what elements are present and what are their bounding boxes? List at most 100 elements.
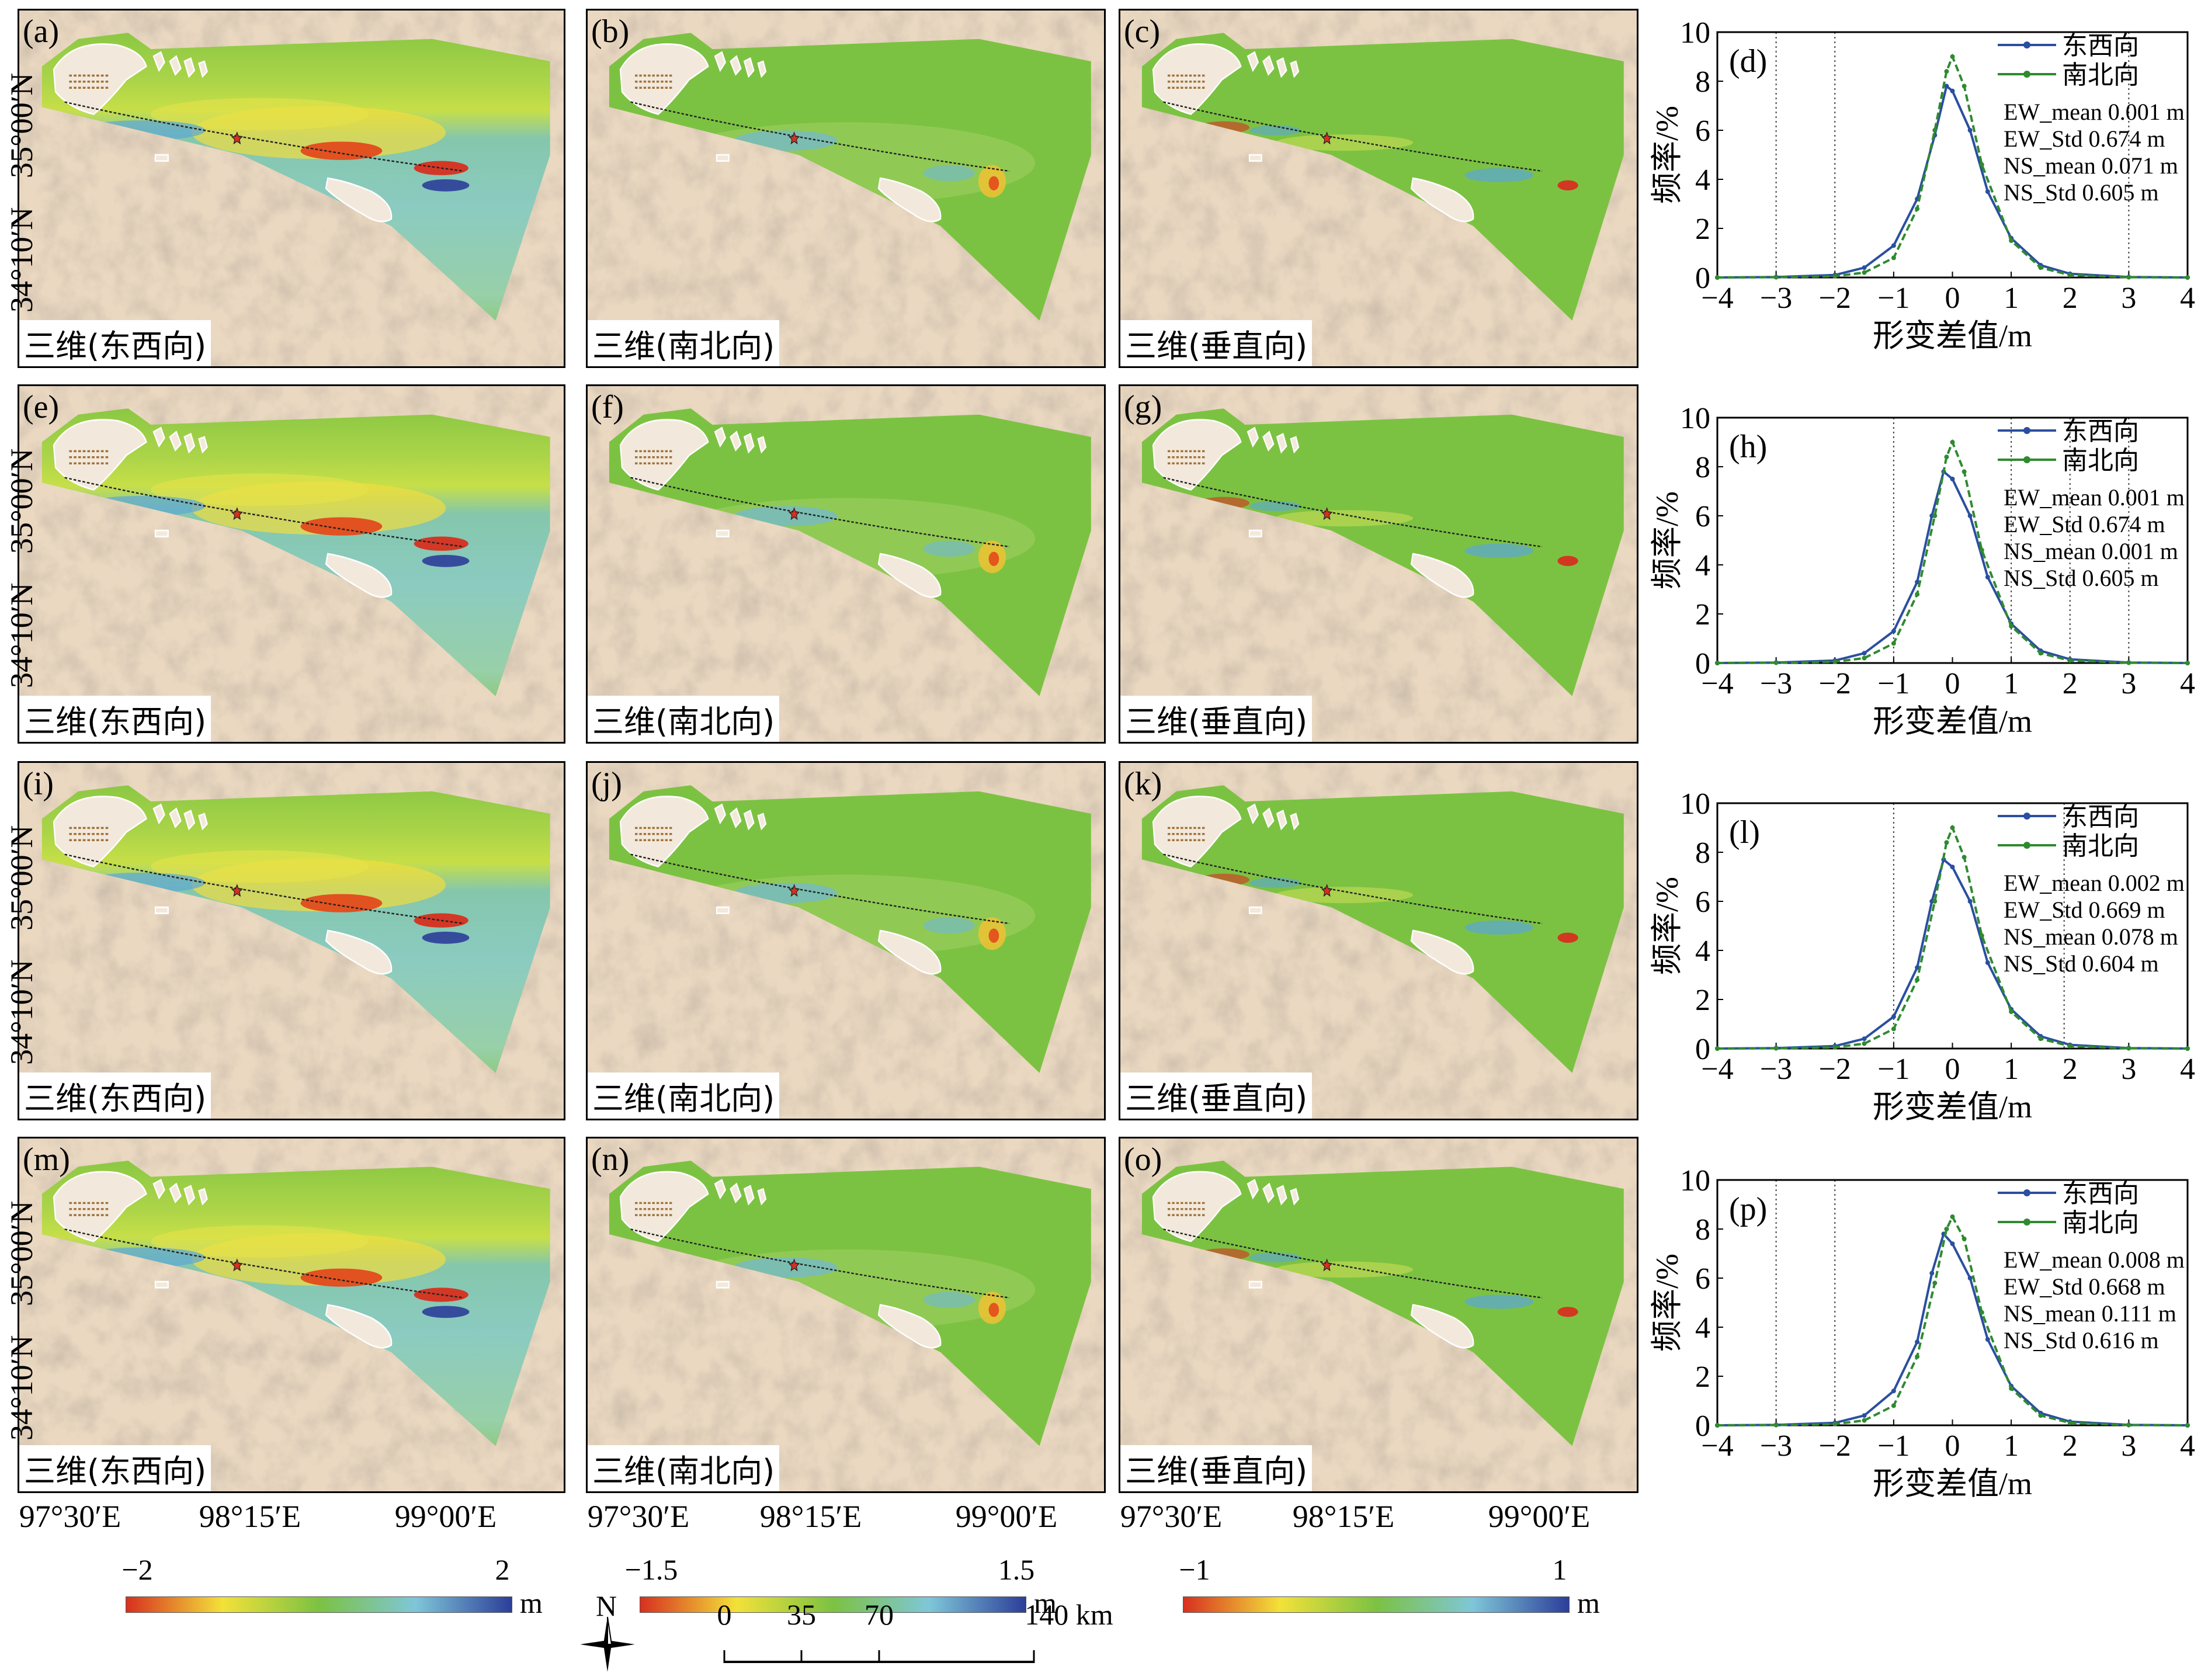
legend-entry: 南北向 — [2062, 61, 2139, 89]
data-point — [1944, 84, 1949, 89]
stat-text: NS_mean 0.001 m — [2004, 538, 2178, 564]
stat-text: EW_Std 0.669 m — [2004, 897, 2165, 923]
x-tick-label: −4 — [1701, 282, 1733, 315]
x-tick-label: 4 — [2180, 667, 2195, 700]
x-tick-label: 3 — [2121, 1053, 2136, 1086]
lon-tick-label: 99°00′E — [394, 1499, 497, 1534]
data-point — [1944, 454, 1949, 460]
x-tick-label: 2 — [2063, 667, 2078, 700]
data-point — [1961, 469, 1967, 474]
data-point — [1862, 1036, 1867, 1042]
x-tick-label: −1 — [1877, 667, 1910, 700]
data-point — [1891, 1014, 1896, 1019]
data-point — [2009, 624, 2014, 629]
data-point — [1715, 661, 1720, 665]
stat-text: NS_mean 0.078 m — [2004, 924, 2178, 950]
data-point — [1961, 855, 1967, 860]
data-point — [1862, 265, 1867, 270]
colorbar-min-label: −2 — [121, 1553, 153, 1586]
panel-title: 三维(东西向) — [19, 1072, 211, 1119]
panel-label: (k) — [1124, 766, 1162, 802]
stat-text: NS_Std 0.605 m — [2004, 565, 2159, 591]
data-point — [1915, 965, 1920, 970]
y-tick-label: 2 — [1695, 984, 1710, 1017]
y-tick-label: 6 — [1695, 886, 1710, 919]
lat-tick-label: 34°10′N — [4, 959, 39, 1065]
colorbar-max-label: 1 — [1552, 1553, 1567, 1586]
colorbar — [1183, 1596, 1570, 1613]
data-point — [1915, 592, 1920, 597]
map-panel: (c) 三维(垂直向) — [1119, 9, 1638, 368]
data-point — [1862, 1418, 1867, 1423]
data-point — [1862, 655, 1867, 661]
map-panel: (g) 三维(垂直向) — [1119, 384, 1638, 744]
histogram-panel: −4 −3 −2 −1 0 1 2 3 4 0 2 4 6 8 10 形变差值/m 频率/% (l) 东西向 南北向 E… — [1647, 771, 2208, 1133]
panel-label: (e) — [23, 389, 60, 425]
x-tick-label: −1 — [1877, 282, 1910, 315]
data-point — [1979, 933, 1984, 938]
data-point — [1715, 275, 1720, 280]
data-point — [2185, 1423, 2190, 1428]
lon-tick-label: 98°15′E — [759, 1499, 862, 1534]
map-panel: (n) 三维(南北向) — [586, 1137, 1106, 1493]
data-point — [2067, 1420, 2072, 1425]
y-tick-label: 2 — [1695, 213, 1710, 246]
panel-title: 三维(南北向) — [588, 320, 780, 366]
map-panel: (k) 三维(垂直向) — [1119, 761, 1638, 1120]
deformation-map — [1120, 11, 1637, 366]
deformation-map — [1120, 386, 1637, 742]
data-point — [1915, 977, 1920, 983]
data-point — [1944, 69, 1949, 74]
series-line — [1717, 469, 2188, 664]
north-arrow-icon — [580, 1616, 635, 1672]
x-tick-label: 4 — [2180, 1429, 2195, 1463]
data-point — [1891, 255, 1896, 261]
y-tick-label: 4 — [1695, 1311, 1710, 1345]
panel-label: (g) — [1124, 389, 1162, 425]
stat-text: EW_mean 0.002 m — [2004, 870, 2185, 896]
panel-label: (o) — [1124, 1141, 1162, 1178]
data-point — [1832, 659, 1838, 664]
panel-label: (d) — [1729, 43, 1767, 79]
deformation-map — [19, 11, 564, 366]
x-axis-label: 形变差值/m — [1873, 704, 2032, 739]
x-tick-label: −3 — [1760, 1053, 1792, 1086]
data-point — [1891, 629, 1896, 634]
deformation-map — [19, 763, 564, 1119]
series-line — [1717, 84, 2188, 279]
deformation-map — [1120, 763, 1637, 1119]
x-tick-label: −4 — [1701, 1429, 1733, 1463]
data-point — [1929, 1271, 1935, 1276]
y-tick-label: 8 — [1695, 451, 1710, 484]
data-point — [1932, 128, 1938, 133]
x-tick-label: −2 — [1819, 667, 1851, 700]
stat-text: EW_mean 0.001 m — [2004, 484, 2185, 511]
deformation-map — [588, 763, 1104, 1119]
data-point — [1773, 1046, 1779, 1051]
data-point — [1967, 1276, 1973, 1280]
x-tick-label: 1 — [2004, 282, 2019, 315]
lon-tick-label: 99°00′E — [955, 1499, 1058, 1534]
y-tick-label: 10 — [1680, 402, 1710, 435]
panel-label: (m) — [23, 1141, 70, 1178]
data-point — [2038, 265, 2043, 270]
legend-entry: 南北向 — [2062, 832, 2139, 860]
colorbar-max-label: 1.5 — [998, 1553, 1035, 1586]
data-point — [1985, 1337, 1990, 1342]
y-tick-label: 0 — [1695, 1033, 1710, 1066]
map-panel: (o) 三维(垂直向) — [1119, 1137, 1638, 1493]
data-point — [2038, 1413, 2043, 1418]
x-tick-label: 2 — [2063, 1429, 2078, 1463]
data-point — [1891, 1389, 1896, 1394]
y-tick-label: 4 — [1695, 549, 1710, 582]
colorbar-unit: m — [1034, 1587, 1057, 1619]
deformation-map — [19, 1138, 564, 1491]
series-line — [1717, 439, 2188, 664]
data-point — [1950, 1214, 1955, 1219]
data-point — [1950, 440, 1955, 445]
y-tick-label: 0 — [1695, 647, 1710, 681]
scale-bar-label: 140 km — [1025, 1598, 1113, 1631]
data-point — [1915, 206, 1920, 211]
y-axis-label: 频率/% — [1650, 1254, 1685, 1352]
